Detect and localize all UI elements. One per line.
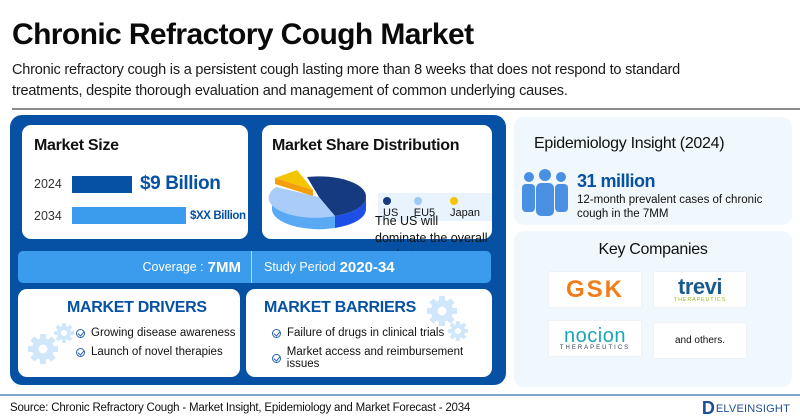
delveinsight-logo: D ELVEINSIGHT — [702, 398, 790, 419]
study-period-value: 2020-34 — [339, 258, 395, 276]
source-citation: Source: Chronic Refractory Cough - Marke… — [10, 402, 471, 414]
check-icon — [76, 328, 85, 338]
market-size-row-2024: 2024 $9 Billion — [34, 173, 221, 195]
coverage-label: Coverage : — [142, 260, 204, 274]
gears-icon — [427, 296, 468, 341]
epidemiology-caption: 12-month prevalent cases of chronic coug… — [577, 194, 763, 220]
coverage-section: Coverage : 7MM — [18, 251, 252, 283]
bottom-divider — [0, 394, 800, 396]
market-drivers-card: MARKET DRIVERS Growing disease awareness… — [18, 289, 240, 377]
barriers-title: MARKET BARRIERS — [264, 299, 416, 316]
check-icon — [272, 353, 281, 363]
logo-nocion: nocion THERAPEUTICS — [548, 320, 642, 357]
key-companies-box: Key Companies GSK trevi THERAPEUTICS noc… — [514, 231, 792, 387]
coverage-value: 7MM — [207, 258, 241, 276]
gears-icon — [28, 323, 74, 364]
bar-2024 — [72, 175, 132, 193]
year-label: 2024 — [34, 177, 62, 191]
main-panel: Market Size 2024 $9 Billion 2034 $XX Bil… — [10, 115, 506, 385]
top-divider — [12, 108, 800, 110]
barrier-item: Failure of drugs in clinical trials — [272, 327, 444, 339]
epidemiology-title: Epidemiology Insight (2024) — [534, 135, 725, 152]
brand-initial: D — [701, 398, 715, 418]
market-share-card: Market Share Distribution US EU5 Japan T… — [262, 125, 492, 262]
market-size-row-2034: 2034 $XX Billion — [34, 207, 246, 224]
brand-name: ELVEINSIGHT — [715, 402, 790, 415]
share-legend: US EU5 Japan — [378, 193, 492, 221]
study-period-label: Study Period — [264, 260, 336, 274]
check-icon — [76, 347, 85, 357]
pie-chart-icon — [268, 170, 367, 230]
legend-us: US — [383, 195, 407, 219]
legend-eu5: EU5 — [413, 195, 443, 219]
study-period-section: Study Period 2020-34 — [252, 259, 395, 276]
epidemiology-box: Epidemiology Insight (2024) 31 million 1… — [514, 117, 792, 225]
and-others: and others. — [653, 322, 747, 359]
legend-japan: Japan — [450, 195, 487, 219]
driver-item: Launch of novel therapies — [76, 346, 223, 358]
drivers-title: MARKET DRIVERS — [67, 299, 207, 316]
value-2024: $9 Billion — [140, 173, 221, 194]
market-barriers-card: MARKET BARRIERS Failure of drugs in clin… — [246, 289, 492, 377]
driver-item: Growing disease awareness — [76, 327, 235, 339]
logo-trevi: trevi THERAPEUTICS — [653, 271, 747, 308]
value-2034: $XX Billion — [190, 209, 246, 222]
epidemiology-value: 31 million — [577, 171, 656, 191]
page-description: Chronic refractory cough is a persistent… — [12, 62, 680, 99]
check-icon — [272, 328, 281, 338]
market-size-card: Market Size 2024 $9 Billion 2034 $XX Bil… — [22, 125, 248, 239]
barrier-item: Market access and reimbursement issues — [272, 346, 492, 370]
market-share-title: Market Share Distribution — [272, 137, 460, 154]
people-icon — [522, 169, 568, 216]
coverage-bar: Coverage : 7MM Study Period 2020-34 — [18, 251, 491, 283]
market-size-title: Market Size — [34, 137, 119, 154]
bar-2034 — [72, 207, 186, 224]
year-label: 2034 — [34, 208, 62, 223]
page-title: Chronic Refractory Cough Market — [12, 18, 474, 51]
logo-gsk: GSK — [548, 271, 642, 308]
key-companies-title: Key Companies — [598, 241, 708, 258]
